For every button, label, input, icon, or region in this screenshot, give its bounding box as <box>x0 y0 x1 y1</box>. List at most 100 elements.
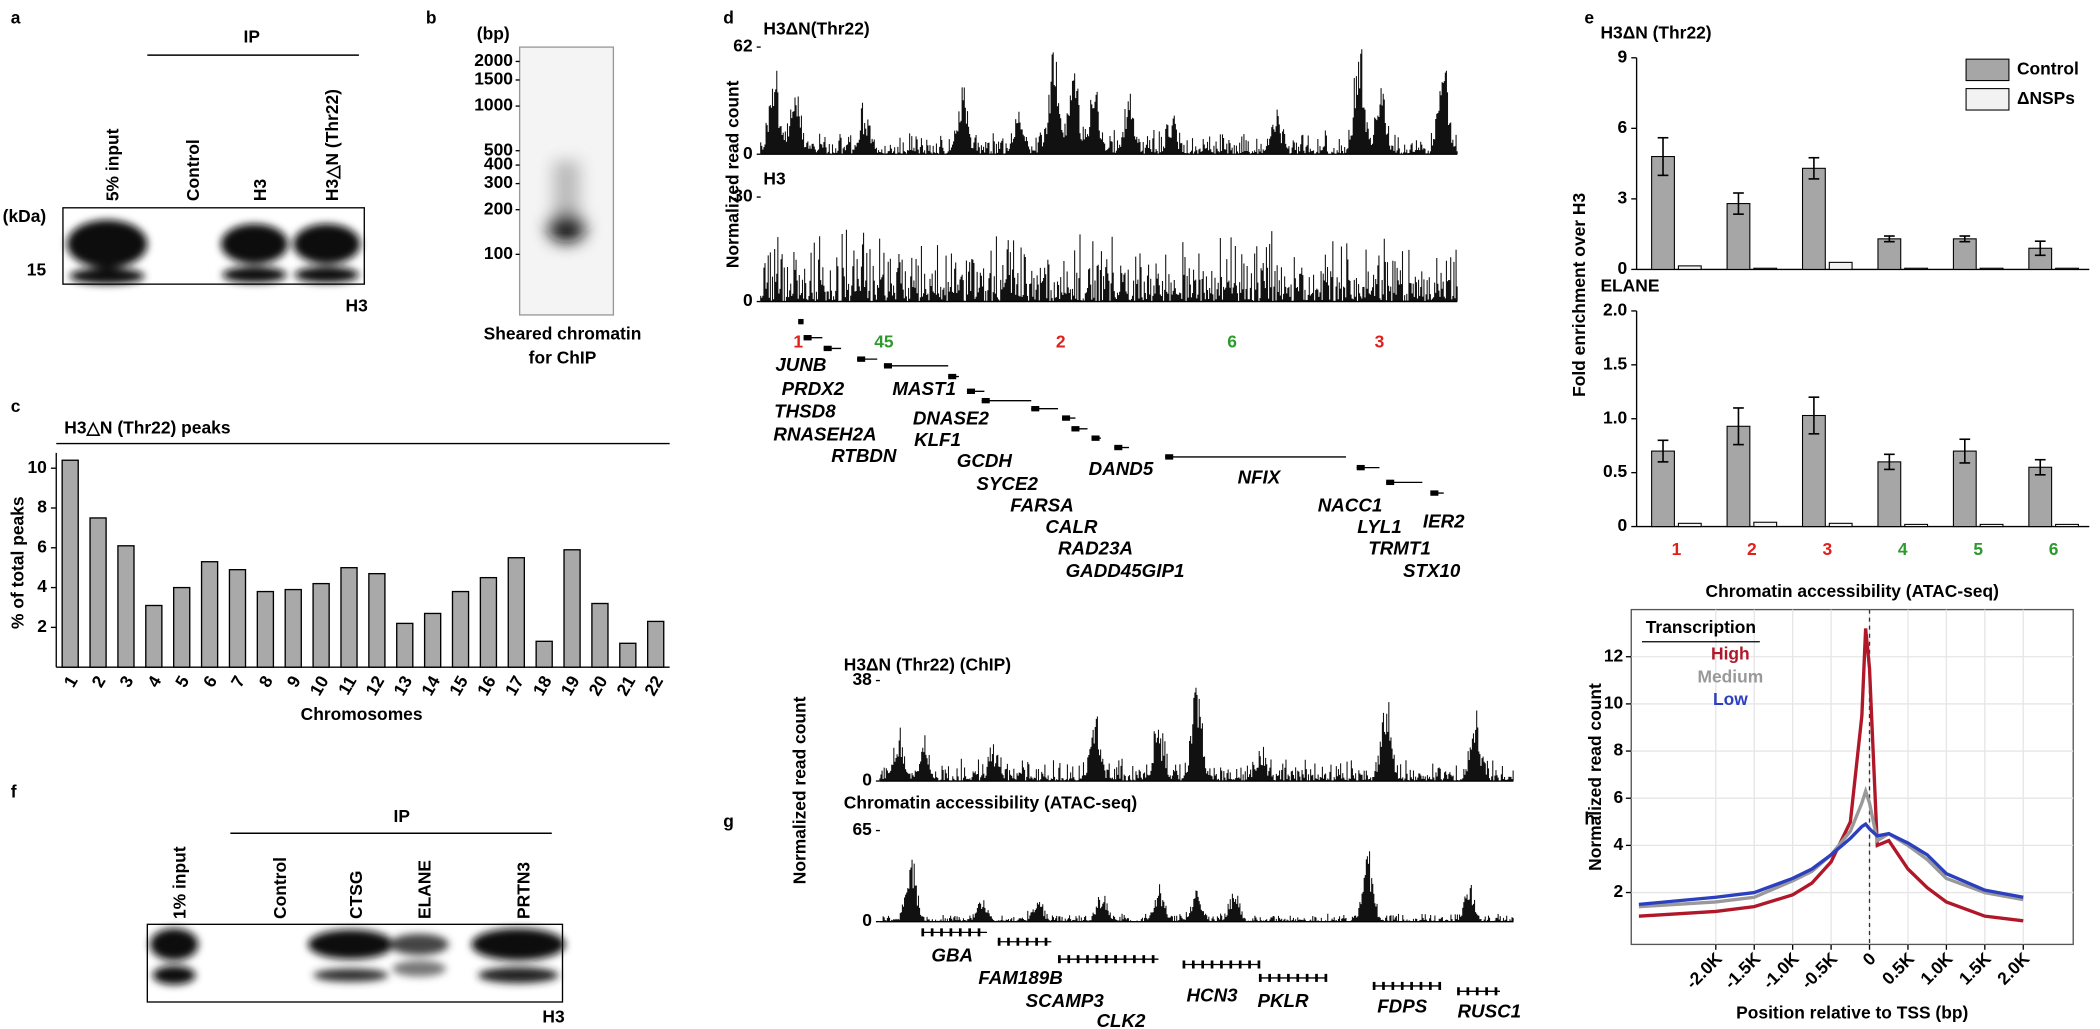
blot-label: H3 <box>542 1007 565 1027</box>
exon <box>1258 973 1262 982</box>
exon <box>1142 955 1146 964</box>
bar <box>423 612 442 668</box>
gel-header: IP <box>244 26 261 46</box>
exon <box>1025 937 1029 946</box>
region-label: 45 <box>874 332 894 352</box>
x-axis-label: Position relative to TSS (bp) <box>1736 1003 1968 1023</box>
exon <box>1071 426 1080 432</box>
y-tick-label: 8 <box>1614 740 1624 760</box>
caption: Sheared chromatin <box>484 324 642 344</box>
bar <box>479 576 498 668</box>
bar <box>89 517 107 668</box>
y-tick-label: 1.0 <box>1603 407 1627 427</box>
exon <box>968 928 971 937</box>
band <box>313 968 389 982</box>
ladder-label: 1000 <box>474 95 513 115</box>
panel-label: c <box>11 396 21 416</box>
x-tick-label: 6 <box>2049 539 2059 559</box>
exon <box>823 345 832 352</box>
exon <box>1067 955 1071 964</box>
exon <box>930 928 934 937</box>
y-tick-label: 12 <box>1604 645 1623 665</box>
exon <box>1151 955 1155 964</box>
y-tick-label: 4 <box>37 576 47 596</box>
gene-label: IER2 <box>1423 510 1465 531</box>
exon <box>1201 960 1205 969</box>
bar <box>1677 522 1702 528</box>
exon <box>883 363 892 369</box>
chart-title: H3ΔN (Thr22) <box>1600 22 1711 42</box>
exon <box>1220 960 1223 969</box>
gene-label: KLF1 <box>914 429 961 450</box>
exon <box>1494 987 1498 996</box>
y-tick-label: 2.0 <box>1603 300 1627 320</box>
ladder-label: 500 <box>484 139 513 159</box>
unit-label: (bp) <box>477 24 510 44</box>
gene-label: JUNB <box>775 354 826 375</box>
gene-label: GADD45GIP1 <box>1066 560 1185 581</box>
gene-label: SCAMP3 <box>1026 990 1105 1011</box>
y-tick-label: 2 <box>1614 881 1624 901</box>
region-label: 2 <box>1056 332 1066 352</box>
gene-label: PRDX2 <box>782 378 845 399</box>
exon <box>1466 987 1470 996</box>
exon <box>1372 981 1376 990</box>
lane-label: Control <box>183 139 203 201</box>
band <box>220 223 288 265</box>
gene-label: TRMT1 <box>1368 537 1431 558</box>
exon <box>1419 981 1423 990</box>
exon <box>1095 955 1099 964</box>
exon <box>948 373 957 380</box>
exon <box>1277 973 1281 982</box>
exon <box>1076 955 1080 964</box>
exon <box>1058 955 1061 964</box>
band <box>66 219 148 269</box>
y-tick-label: 2 <box>37 616 47 636</box>
legend-swatch <box>1965 58 2010 82</box>
panel-label: e <box>1584 8 1594 28</box>
exon <box>1031 406 1040 412</box>
chart-title: H3△N (Thr22) peaks <box>64 417 230 437</box>
error-bar <box>1733 407 1744 446</box>
track-title: Chromatin accessibility (ATAC-seq) <box>844 792 1137 812</box>
ladder-label: 1500 <box>474 69 513 89</box>
exon <box>1356 464 1365 471</box>
y-tick-label: 3 <box>1618 187 1628 207</box>
legend-label: ΔNSPs <box>2017 88 2075 108</box>
lane-label: 5% input <box>102 128 122 201</box>
x-tick-label: 1 <box>1672 539 1682 559</box>
error-bar <box>2034 458 2046 476</box>
band <box>152 965 196 985</box>
band <box>478 967 559 984</box>
y-axis-label: Normalized read count <box>723 80 743 268</box>
bar <box>117 545 135 668</box>
exon <box>1044 937 1048 946</box>
gene-label: DNASE2 <box>913 407 990 428</box>
x-tick-label: 3 <box>1822 539 1832 559</box>
bands <box>66 219 361 285</box>
x-axis-label: Chromosomes <box>301 704 423 724</box>
error-bar <box>1733 192 1744 215</box>
y-tick-label: 10 <box>28 457 47 477</box>
y-tick-label: 38 <box>853 669 873 689</box>
bar <box>1877 238 1902 270</box>
exon <box>1430 490 1439 496</box>
lane-label: H3△N (Thr22) <box>322 89 342 201</box>
legend-title: Transcription <box>1646 617 1756 637</box>
exon <box>1210 960 1214 969</box>
smear <box>547 160 586 243</box>
ladder-label: 300 <box>484 172 513 192</box>
exon <box>1315 973 1318 982</box>
y-tick-label: 0 <box>1618 515 1628 535</box>
lane-label: H3 <box>250 179 270 202</box>
band <box>392 960 446 977</box>
error-bar <box>1657 439 1669 463</box>
legend-swatch <box>1965 88 2010 111</box>
bar <box>1677 265 1702 270</box>
exon <box>1268 973 1271 982</box>
error-bar <box>1959 235 1971 243</box>
band <box>294 266 359 283</box>
chart-title: ELANE <box>1600 275 1659 295</box>
exon <box>1410 981 1413 990</box>
gene-label: HCN3 <box>1187 985 1239 1006</box>
